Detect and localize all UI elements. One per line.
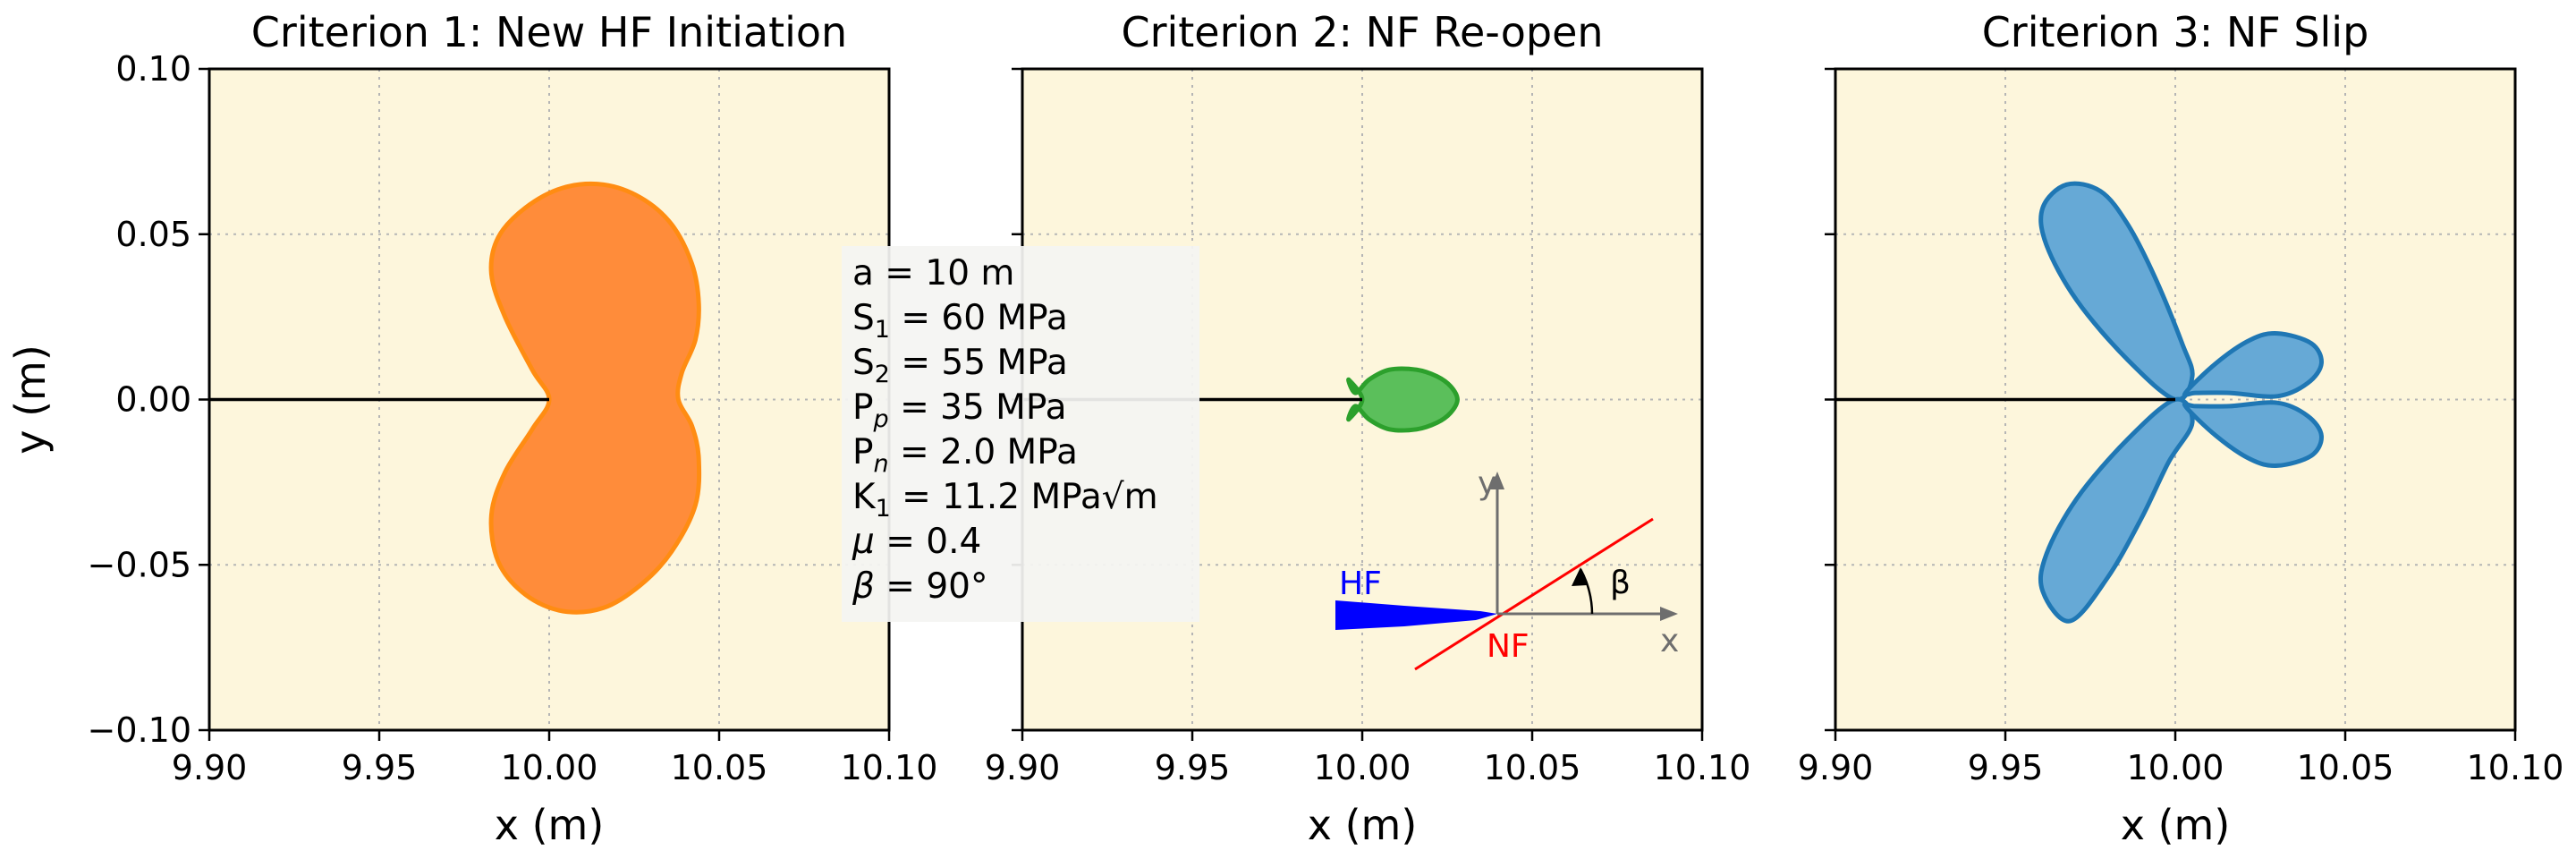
fracture-geometry-inset: HF NF y xβ [1335,465,1679,671]
failure-lobe [2182,331,2324,399]
x-axis-label: x (m) [2121,801,2231,849]
x-tick-label: 10.00 [501,748,598,787]
inset-y-arrowhead [1490,472,1504,489]
inset-x-label: x [1660,623,1679,659]
x-tick-label: 9.90 [1798,748,1874,787]
x-tick-label: 10.05 [2297,748,2394,787]
angle-arrowhead [1572,567,1587,586]
x-tick-label: 10.10 [1654,748,1751,787]
chart-title: Criterion 1: New HF Initiation [251,8,847,56]
nf-line [1414,517,1654,671]
failure-lobe [2038,396,2195,624]
legend-line: S2 = 55 MPa [852,343,1068,388]
legend-line: a = 10 m [852,253,1014,293]
x-tick-label: 10.05 [671,748,768,787]
chart-title: Criterion 3: NF Slip [1982,8,2369,56]
y-tick-label: −0.10 [88,710,191,750]
x-axis-label: x (m) [495,801,605,849]
x-tick-label: 9.95 [342,748,418,787]
x-tick-label: 10.05 [1484,748,1581,787]
y-tick-label: 0.00 [115,380,191,420]
chart-title: Criterion 2: NF Re-open [1121,8,1603,56]
y-tick-label: 0.10 [115,49,191,89]
x-tick-label: 9.95 [1968,748,2044,787]
hf-label: HF [1339,566,1382,602]
panel-criterion-1: 9.90 9.95 10.00 10.05 10.10 0.10 0.05 0.00 −0.05… [6,8,937,849]
legend-line: Pn = 2.0 MPa [852,432,1078,478]
failure-envelope [488,182,702,615]
x-tick-label: 9.90 [985,748,1061,787]
x-axis-label: x (m) [1308,801,1418,849]
legend-line: β = 90° [852,566,988,607]
x-tick-label: 9.95 [1155,748,1231,787]
y-tick-label: 0.05 [115,215,191,254]
x-tick-label: 10.00 [2127,748,2224,787]
legend-box [842,246,1199,622]
legend-line: Pp = 35 MPa [852,387,1066,433]
x-tick-label: 10.10 [2467,748,2564,787]
x-tick-label: 9.90 [172,748,248,787]
nf-label: NF [1487,628,1530,665]
failure-envelope [1346,366,1460,433]
hf-wedge [1335,600,1497,630]
y-axis-label: y (m) [6,344,55,455]
x-tick-label: 10.00 [1314,748,1411,787]
failure-lobe [2182,400,2324,468]
inset-y-label: y [1478,465,1496,502]
x-tick-label: 10.10 [841,748,938,787]
y-tick-label: −0.05 [88,545,191,584]
legend-line: μ = 0.4 [852,522,981,562]
inset-x-arrowhead [1660,607,1678,621]
failure-lobe [2038,181,2195,403]
panel-criterion-3: 9.90 9.95 10.00 10.05 10.10 Criterion 3: NF S… [1798,8,2564,849]
legend-line: K1 = 11.2 MPa√m [852,477,1158,523]
legend-line: S1 = 60 MPa [852,298,1068,344]
beta-label: β [1610,565,1631,601]
